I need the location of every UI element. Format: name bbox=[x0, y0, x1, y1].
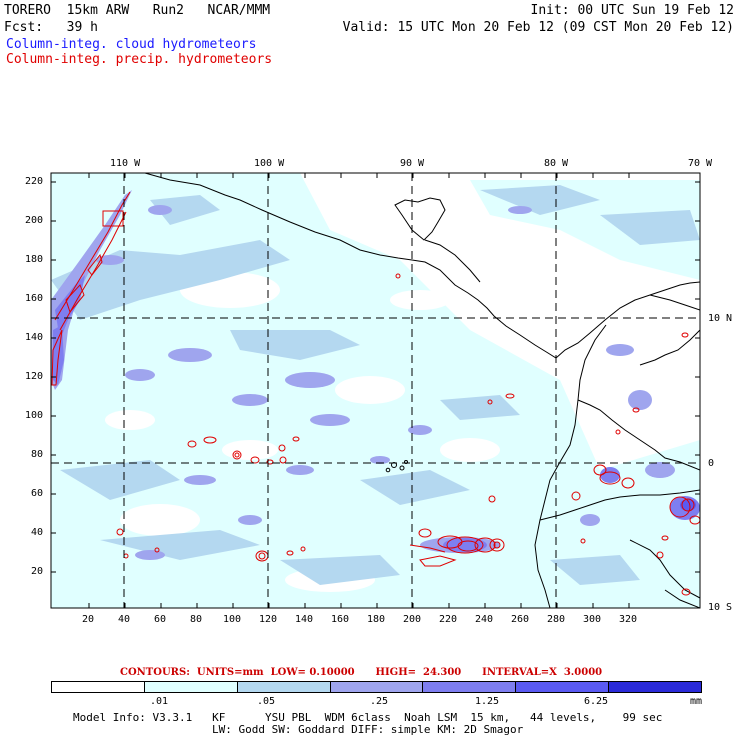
y-tick-200: 200 bbox=[25, 215, 44, 226]
x-tick-marks bbox=[88, 173, 630, 608]
x-tick-60: 60 bbox=[154, 614, 167, 625]
y-tick-140: 140 bbox=[25, 332, 44, 343]
lat-label-10s: 10 S bbox=[708, 602, 733, 613]
lat-label-10n: 10 N bbox=[708, 313, 733, 324]
x-tick-260: 260 bbox=[511, 614, 530, 625]
field-cloud-label: Column-integ. cloud hydrometeors bbox=[6, 37, 257, 52]
x-tick-220: 220 bbox=[439, 614, 458, 625]
x-tick-120: 120 bbox=[259, 614, 278, 625]
colorbar-unit: mm bbox=[690, 696, 703, 707]
colorbar-segment bbox=[609, 682, 702, 692]
x-tick-20: 20 bbox=[82, 614, 95, 625]
y-tick-60: 60 bbox=[31, 488, 44, 499]
y-tick-100: 100 bbox=[25, 410, 44, 421]
colorbar-segment bbox=[423, 682, 517, 692]
lon-label-80w: 80 W bbox=[544, 158, 569, 169]
colorbar-segment bbox=[52, 682, 145, 692]
x-tick-180: 180 bbox=[367, 614, 386, 625]
x-tick-320: 320 bbox=[619, 614, 638, 625]
colorbar-segment bbox=[237, 682, 331, 692]
lon-label-70w: 70 W bbox=[688, 158, 713, 169]
y-tick-180: 180 bbox=[25, 254, 44, 265]
model-info-line1: Model Info: V3.3.1 KF YSU PBL WDM 6class… bbox=[73, 711, 663, 724]
y-tick-160: 160 bbox=[25, 293, 44, 304]
lon-label-110w: 110 W bbox=[110, 158, 141, 169]
x-tick-160: 160 bbox=[331, 614, 350, 625]
model-run-label: TORERO 15km ARW Run2 NCAR/MMM bbox=[4, 3, 271, 18]
coastlines bbox=[144, 173, 700, 608]
lon-label-90w: 90 W bbox=[400, 158, 425, 169]
colorbar-segment bbox=[330, 682, 424, 692]
colorbar-label: 6.25 bbox=[584, 696, 609, 707]
x-tick-140: 140 bbox=[295, 614, 314, 625]
y-tick-20: 20 bbox=[31, 566, 44, 577]
x-tick-300: 300 bbox=[583, 614, 602, 625]
field-precip-label: Column-integ. precip. hydrometeors bbox=[6, 52, 273, 67]
map-frame bbox=[50, 172, 701, 609]
y-tick-40: 40 bbox=[31, 527, 44, 538]
colorbar-label: .05 bbox=[257, 696, 276, 707]
colorbar-label: 1.25 bbox=[475, 696, 500, 707]
x-tick-100: 100 bbox=[223, 614, 242, 625]
colorbar bbox=[51, 681, 702, 693]
colorbar-segment bbox=[144, 682, 238, 692]
colorbar-label: .25 bbox=[370, 696, 389, 707]
x-tick-240: 240 bbox=[475, 614, 494, 625]
x-tick-40: 40 bbox=[118, 614, 131, 625]
cloud-field bbox=[51, 173, 700, 608]
forecast-hour-label: Fcst: 39 h bbox=[4, 20, 98, 35]
latlon-grid bbox=[51, 173, 700, 608]
x-tick-200: 200 bbox=[403, 614, 422, 625]
x-tick-280: 280 bbox=[547, 614, 566, 625]
contours-info: CONTOURS: UNITS=mm LOW= 0.10000 HIGH= 24… bbox=[120, 667, 603, 678]
valid-time-label: Valid: 15 UTC Mon 20 Feb 12 (09 CST Mon … bbox=[342, 20, 734, 35]
y-tick-marks bbox=[51, 181, 700, 573]
lat-label-0: 0 bbox=[708, 458, 715, 469]
y-tick-120: 120 bbox=[25, 371, 44, 382]
precip-contours bbox=[51, 191, 700, 596]
colorbar-segment bbox=[516, 682, 610, 692]
init-time-label: Init: 00 UTC Sun 19 Feb 12 bbox=[530, 3, 735, 18]
lon-label-100w: 100 W bbox=[254, 158, 285, 169]
colorbar-label: .01 bbox=[150, 696, 169, 707]
x-tick-80: 80 bbox=[190, 614, 203, 625]
model-info-line2: LW: Godd SW: Goddard DIFF: simple KM: 2D… bbox=[212, 723, 524, 736]
y-tick-220: 220 bbox=[25, 176, 44, 187]
y-tick-80: 80 bbox=[31, 449, 44, 460]
